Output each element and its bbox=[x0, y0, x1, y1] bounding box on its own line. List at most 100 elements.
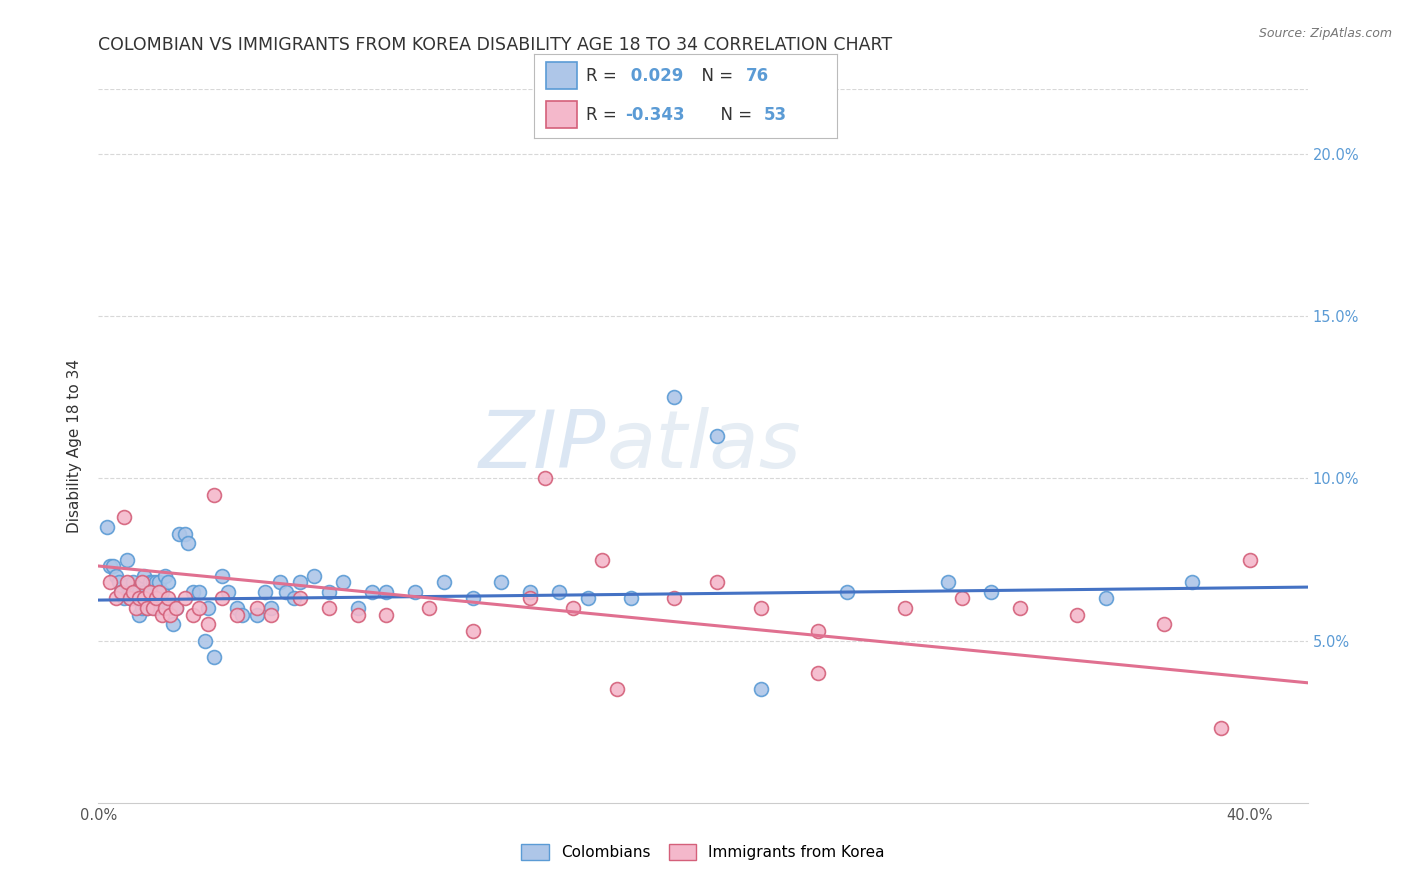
Point bbox=[173, 526, 195, 541]
Point bbox=[254, 585, 277, 599]
Point bbox=[128, 591, 150, 606]
Point bbox=[1239, 552, 1261, 566]
Point bbox=[706, 429, 728, 443]
Point bbox=[246, 607, 269, 622]
Point bbox=[318, 601, 340, 615]
Point bbox=[153, 568, 176, 582]
Point bbox=[115, 575, 138, 590]
Point bbox=[188, 585, 211, 599]
Point bbox=[749, 601, 772, 615]
Text: atlas: atlas bbox=[606, 407, 801, 485]
Point bbox=[620, 591, 643, 606]
Point bbox=[131, 601, 153, 615]
Point bbox=[183, 585, 205, 599]
Point bbox=[131, 578, 153, 592]
Text: R =: R = bbox=[586, 105, 621, 123]
Point bbox=[202, 649, 225, 664]
Point bbox=[375, 585, 398, 599]
Point bbox=[936, 575, 959, 590]
Legend: Colombians, Immigrants from Korea: Colombians, Immigrants from Korea bbox=[515, 838, 891, 866]
Point bbox=[139, 585, 162, 599]
Point bbox=[122, 575, 145, 590]
Point bbox=[104, 591, 127, 606]
Point bbox=[197, 617, 219, 632]
Point bbox=[375, 607, 398, 622]
Point bbox=[217, 585, 239, 599]
Point bbox=[139, 575, 162, 590]
Point bbox=[134, 585, 156, 599]
Point bbox=[283, 591, 305, 606]
Point bbox=[115, 578, 138, 592]
Point bbox=[98, 575, 121, 590]
Point bbox=[361, 585, 384, 599]
Point bbox=[1211, 721, 1233, 735]
Text: ZIP: ZIP bbox=[479, 407, 606, 485]
Point bbox=[173, 591, 195, 606]
Point bbox=[120, 591, 142, 606]
Point bbox=[835, 585, 858, 599]
Point bbox=[433, 575, 456, 590]
Point bbox=[318, 585, 340, 599]
Point bbox=[288, 591, 311, 606]
Text: 53: 53 bbox=[763, 105, 787, 123]
Point bbox=[346, 607, 368, 622]
Point bbox=[136, 591, 159, 606]
Point bbox=[260, 607, 283, 622]
Point bbox=[749, 682, 772, 697]
Point bbox=[1066, 607, 1088, 622]
Point bbox=[576, 591, 599, 606]
Point bbox=[231, 607, 253, 622]
Point bbox=[260, 601, 283, 615]
Point bbox=[519, 591, 541, 606]
FancyBboxPatch shape bbox=[547, 62, 576, 89]
Point bbox=[491, 575, 513, 590]
Point bbox=[115, 552, 138, 566]
FancyBboxPatch shape bbox=[547, 101, 576, 128]
Y-axis label: Disability Age 18 to 34: Disability Age 18 to 34 bbox=[67, 359, 83, 533]
Point bbox=[162, 617, 184, 632]
Text: 76: 76 bbox=[745, 67, 769, 85]
Point bbox=[125, 585, 148, 599]
Point bbox=[225, 607, 247, 622]
Point bbox=[1095, 591, 1118, 606]
Point bbox=[664, 390, 686, 404]
Point bbox=[606, 682, 628, 697]
Point bbox=[122, 585, 145, 599]
Point bbox=[142, 601, 165, 615]
Point bbox=[156, 591, 179, 606]
Point bbox=[145, 591, 167, 606]
Point bbox=[159, 601, 181, 615]
Point bbox=[807, 666, 830, 681]
Point bbox=[165, 601, 187, 615]
Point bbox=[548, 585, 571, 599]
Point bbox=[211, 568, 233, 582]
Point bbox=[288, 575, 311, 590]
Point bbox=[183, 607, 205, 622]
Point bbox=[125, 591, 148, 606]
Text: R =: R = bbox=[586, 67, 621, 85]
Point bbox=[156, 575, 179, 590]
Point bbox=[120, 585, 142, 599]
Text: Source: ZipAtlas.com: Source: ZipAtlas.com bbox=[1258, 27, 1392, 40]
Point bbox=[893, 601, 915, 615]
Point bbox=[112, 591, 135, 606]
Text: N =: N = bbox=[710, 105, 756, 123]
Point bbox=[145, 575, 167, 590]
Point bbox=[197, 601, 219, 615]
Point bbox=[176, 536, 198, 550]
Point bbox=[128, 607, 150, 622]
Point bbox=[165, 601, 187, 615]
Point bbox=[202, 488, 225, 502]
Text: 0.029: 0.029 bbox=[624, 67, 683, 85]
Point bbox=[112, 510, 135, 524]
Point bbox=[194, 633, 217, 648]
Point bbox=[461, 624, 484, 638]
Point bbox=[980, 585, 1002, 599]
Point bbox=[418, 601, 440, 615]
Point bbox=[136, 601, 159, 615]
Point bbox=[274, 585, 297, 599]
Point bbox=[225, 601, 247, 615]
Point bbox=[591, 552, 613, 566]
Text: N =: N = bbox=[692, 67, 738, 85]
Point bbox=[519, 585, 541, 599]
